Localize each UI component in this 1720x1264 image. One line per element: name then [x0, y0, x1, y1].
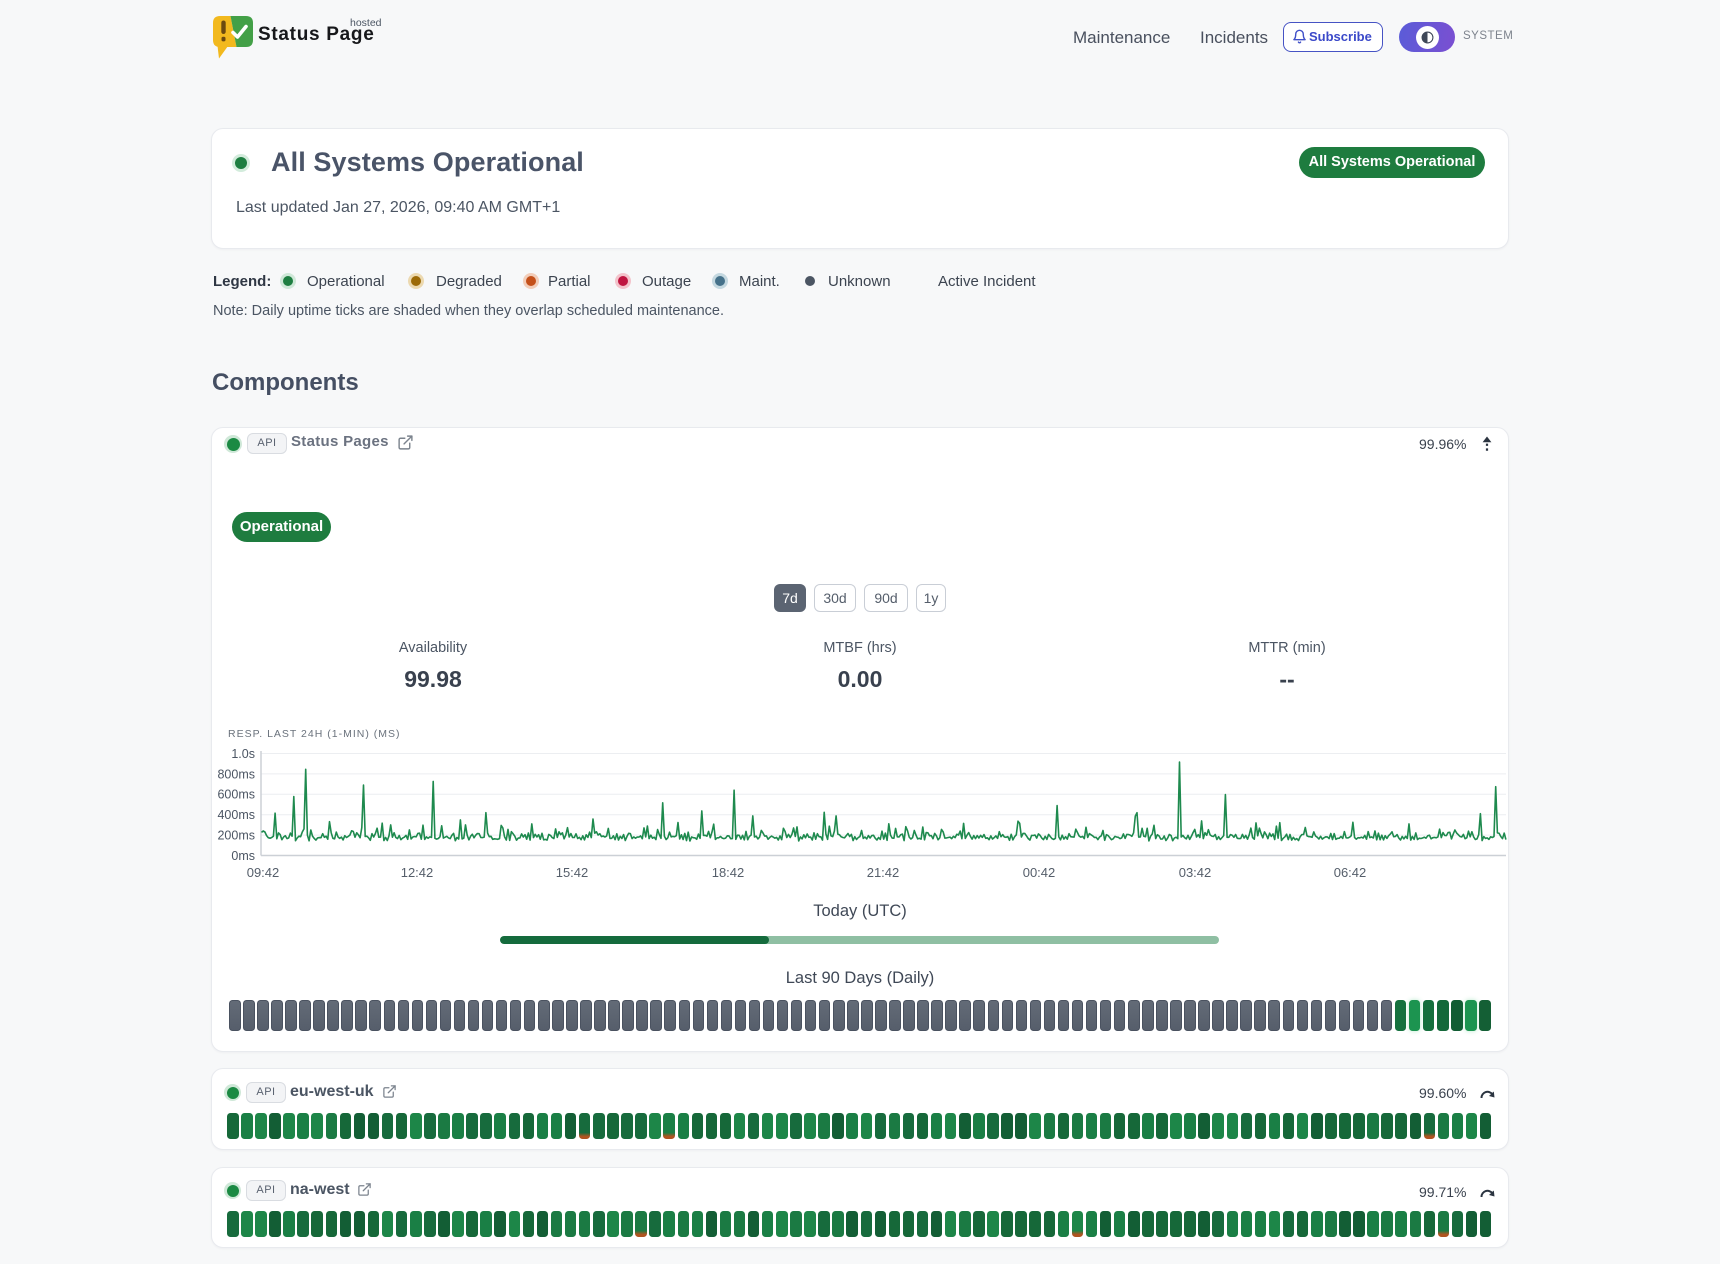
- svg-text:03:42: 03:42: [1179, 865, 1212, 880]
- svg-text:200ms: 200ms: [217, 829, 255, 843]
- svg-text:15:42: 15:42: [556, 865, 589, 880]
- svg-text:1.0s: 1.0s: [231, 747, 255, 761]
- svg-text:12:42: 12:42: [401, 865, 434, 880]
- svg-text:21:42: 21:42: [867, 865, 900, 880]
- svg-text:06:42: 06:42: [1334, 865, 1367, 880]
- svg-text:09:42: 09:42: [247, 865, 280, 880]
- svg-text:600ms: 600ms: [217, 788, 255, 802]
- svg-text:18:42: 18:42: [712, 865, 745, 880]
- svg-text:800ms: 800ms: [217, 767, 255, 781]
- svg-text:00:42: 00:42: [1023, 865, 1056, 880]
- svg-text:0ms: 0ms: [231, 849, 255, 863]
- svg-text:400ms: 400ms: [217, 808, 255, 822]
- svg-text:RESP. LAST 24H (1-MIN) (MS): RESP. LAST 24H (1-MIN) (MS): [228, 728, 400, 740]
